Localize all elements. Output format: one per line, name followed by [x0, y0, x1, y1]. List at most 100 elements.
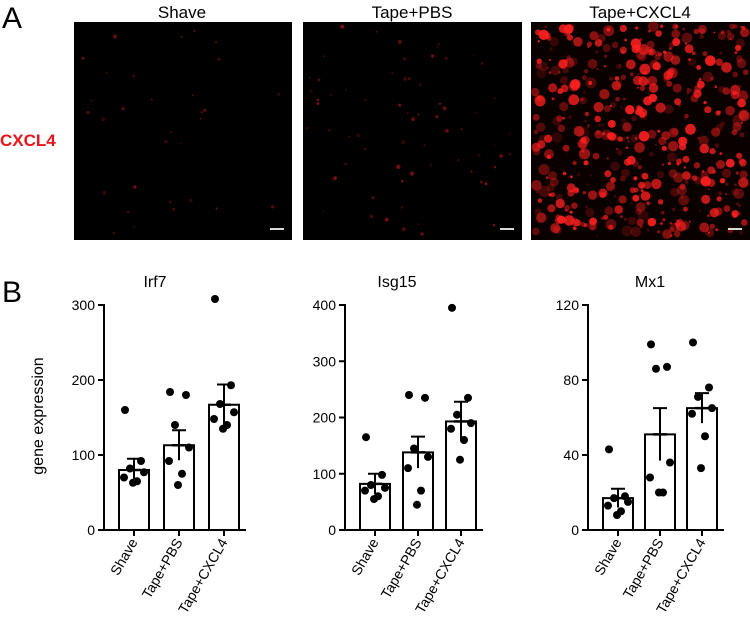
data-point — [166, 388, 174, 396]
signal-speck — [603, 25, 615, 37]
signal-speck — [112, 33, 115, 35]
signal-speck — [583, 223, 588, 228]
signal-speck — [630, 134, 639, 143]
y-tick-label: 120 — [556, 297, 580, 313]
data-point — [210, 415, 218, 423]
signal-speck — [105, 71, 108, 75]
signal-speck — [555, 198, 565, 209]
signal-speck — [717, 191, 723, 196]
signal-speck — [589, 224, 596, 231]
signal-speck — [594, 115, 601, 123]
signal-speck — [667, 152, 677, 162]
signal-speck — [631, 116, 637, 122]
signal-speck — [430, 54, 435, 58]
signal-speck — [738, 204, 741, 207]
signal-speck — [578, 148, 591, 160]
signal-speck — [215, 207, 218, 210]
signal-speck — [712, 170, 716, 174]
signal-speck — [621, 225, 633, 237]
signal-speck — [682, 171, 691, 180]
data-point — [464, 393, 472, 402]
signal-speck — [739, 230, 744, 235]
signal-speck — [572, 187, 580, 194]
y-axis-label: gene expression — [30, 357, 47, 474]
signal-speck — [568, 57, 578, 67]
signal-speck — [662, 218, 666, 222]
signal-speck — [550, 66, 561, 76]
signal-speck — [589, 217, 597, 226]
signal-speck — [613, 195, 617, 198]
signal-speck — [614, 205, 623, 214]
micrograph-row — [74, 21, 750, 240]
signal-speck — [697, 79, 701, 83]
signal-speck — [121, 107, 125, 111]
data-point — [227, 381, 235, 390]
signal-speck — [601, 129, 612, 141]
data-point — [701, 432, 709, 441]
signal-speck — [647, 217, 657, 227]
data-point — [211, 295, 219, 303]
data-point — [126, 464, 134, 473]
signal-speck — [573, 160, 577, 165]
signal-speck — [702, 71, 714, 83]
signal-speck — [202, 108, 207, 113]
data-point — [652, 364, 660, 373]
signal-speck — [633, 75, 643, 86]
signal-speck — [403, 57, 407, 61]
signal-speck — [559, 101, 569, 112]
signal-speck — [640, 189, 644, 193]
signal-speck — [620, 215, 623, 219]
signal-speck — [417, 113, 420, 116]
signal-speck — [685, 123, 696, 135]
data-point — [370, 495, 378, 504]
signal-speck — [557, 124, 566, 133]
signal-speck — [678, 103, 681, 107]
signal-speck — [537, 40, 540, 43]
signal-speck — [586, 126, 589, 129]
signal-speck — [687, 92, 689, 95]
x-tick-label: Shave — [107, 535, 141, 578]
signal-speck — [739, 159, 747, 167]
signal-speck — [112, 231, 116, 235]
y-tick-label: 80 — [563, 372, 579, 388]
signal-speck — [733, 188, 745, 199]
signal-speck — [693, 89, 702, 99]
signal-speck — [420, 232, 424, 236]
signal-speck — [635, 26, 639, 30]
signal-speck — [536, 122, 546, 132]
signal-speck — [630, 201, 633, 204]
signal-speck — [549, 177, 559, 187]
signal-speck — [667, 68, 675, 76]
signal-speck — [559, 76, 569, 85]
signal-speck — [604, 105, 611, 113]
signal-speck — [562, 67, 569, 74]
x-tick-label: Tape+PBS — [377, 536, 424, 602]
signal-speck — [699, 209, 702, 212]
signal-speck — [672, 26, 674, 29]
signal-speck — [703, 101, 707, 105]
signal-speck — [340, 24, 345, 29]
signal-speck — [725, 105, 735, 116]
signal-speck — [741, 25, 746, 30]
data-point — [120, 473, 128, 482]
signal-speck — [669, 47, 672, 50]
signal-speck — [719, 178, 726, 184]
signal-speck — [563, 58, 566, 62]
signal-speck — [585, 207, 595, 218]
data-point — [467, 419, 475, 428]
signal-speck — [400, 179, 404, 183]
signal-speck — [660, 24, 664, 28]
signal-speck — [637, 73, 640, 75]
data-point — [694, 392, 702, 401]
signal-speck — [674, 24, 678, 29]
signal-speck — [739, 170, 748, 179]
signal-speck — [133, 226, 135, 228]
data-point — [705, 383, 713, 392]
signal-speck — [86, 111, 90, 115]
data-point — [663, 362, 671, 371]
signal-speck — [649, 49, 653, 53]
signal-speck — [470, 170, 473, 173]
signal-speck — [618, 64, 622, 68]
signal-speck — [700, 178, 708, 185]
